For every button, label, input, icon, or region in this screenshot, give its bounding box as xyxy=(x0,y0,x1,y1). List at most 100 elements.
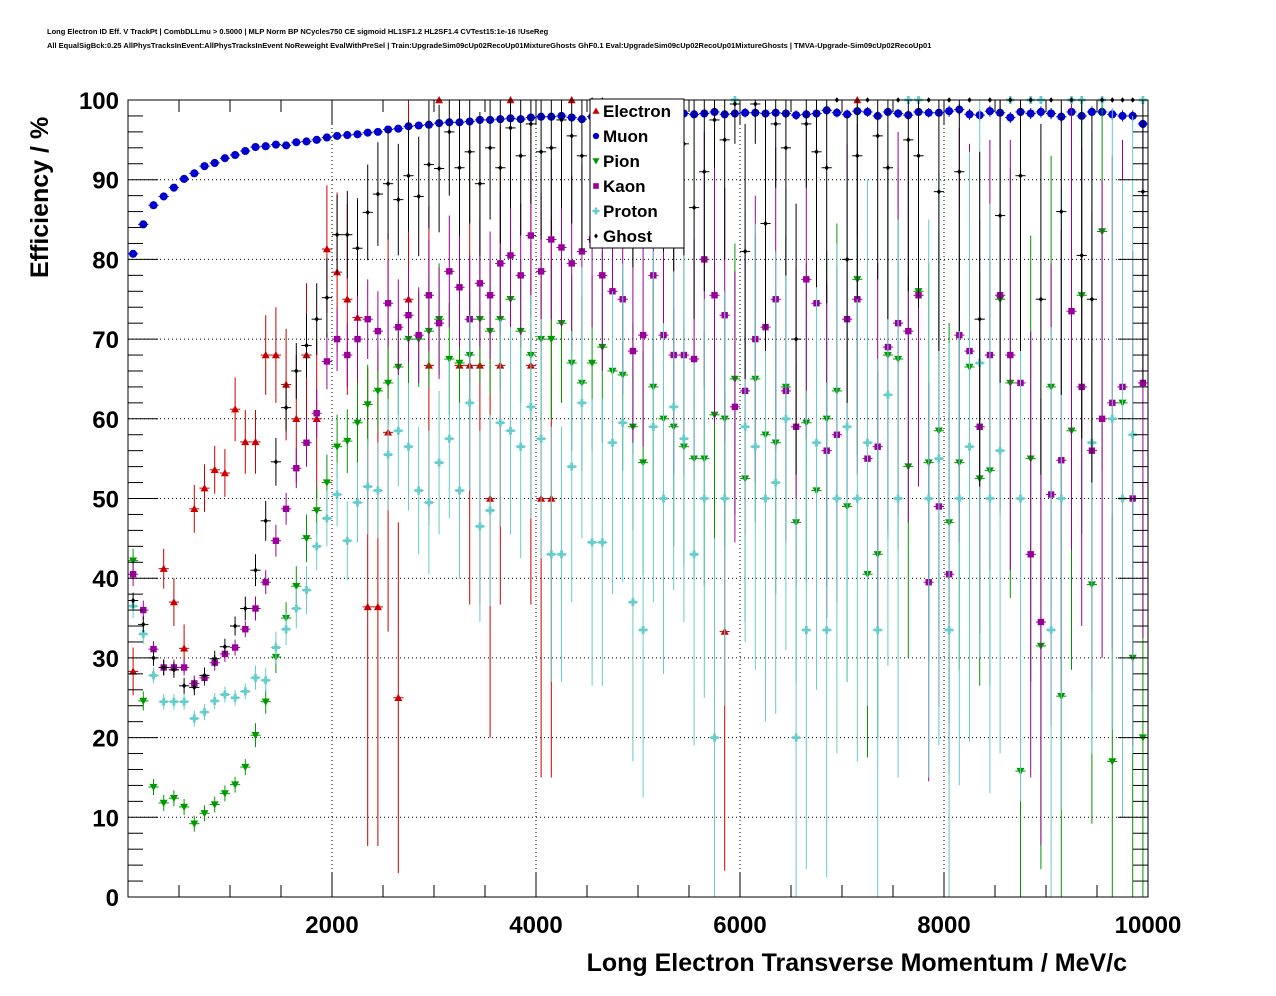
electron-point xyxy=(343,295,352,303)
proton-point xyxy=(751,442,760,451)
electron-point xyxy=(190,504,199,513)
proton-point xyxy=(1108,414,1117,423)
kaon-point xyxy=(1068,308,1075,315)
kaon-point xyxy=(527,232,535,239)
proton-point xyxy=(404,442,413,451)
ghost-point xyxy=(579,152,585,159)
muon-point xyxy=(1118,111,1127,120)
pion-point xyxy=(180,803,189,811)
muon-point xyxy=(169,183,178,192)
proton-point xyxy=(628,598,637,607)
pion-point xyxy=(312,507,321,515)
pion-point xyxy=(139,697,148,705)
proton-point xyxy=(486,506,495,515)
electron-point xyxy=(129,667,138,675)
proton-point xyxy=(424,498,433,507)
y-tick-label: 80 xyxy=(92,247,119,274)
proton-point xyxy=(302,586,311,595)
legend-entry-proton: Proton xyxy=(592,202,658,221)
proton-point xyxy=(781,414,790,423)
proton-point xyxy=(883,390,892,399)
kaon-point xyxy=(405,311,412,319)
pion-point xyxy=(129,557,138,565)
pion-point xyxy=(353,419,362,427)
ghost-point xyxy=(773,121,778,127)
electron-point xyxy=(261,351,270,359)
proton-point xyxy=(761,494,770,503)
ghost-point xyxy=(804,121,809,127)
pion-point xyxy=(547,335,556,344)
proton-point xyxy=(271,643,280,652)
ghost-point xyxy=(192,684,197,691)
proton-point xyxy=(955,494,964,503)
ghost-point xyxy=(161,664,166,671)
pion-point xyxy=(363,401,372,409)
ghost-point xyxy=(385,180,391,187)
pion-point xyxy=(322,479,331,487)
muon-point xyxy=(251,142,260,152)
muon-point xyxy=(832,108,841,117)
ghost-point xyxy=(334,231,340,238)
muon-point xyxy=(322,133,331,142)
kaon-point xyxy=(395,323,402,331)
muon-point xyxy=(985,107,994,116)
proton-point xyxy=(322,514,331,523)
ghost-point xyxy=(763,220,768,227)
kaon-point xyxy=(303,439,310,446)
pion-point xyxy=(169,794,178,803)
proton-point xyxy=(873,626,882,635)
proton-point xyxy=(965,442,974,451)
pion-point xyxy=(1108,758,1117,766)
muon-point xyxy=(1026,109,1035,118)
kaon-point xyxy=(252,605,259,612)
proton-point xyxy=(292,604,301,613)
legend-box xyxy=(589,98,685,249)
proton-point xyxy=(363,482,372,491)
ghost-point xyxy=(732,101,738,107)
kaon-point xyxy=(517,272,524,279)
proton-point xyxy=(853,494,862,503)
proton-point xyxy=(475,522,484,531)
muon-point xyxy=(302,137,311,146)
kaon-point xyxy=(476,280,484,287)
kaon-point xyxy=(1037,618,1045,626)
muon-point xyxy=(843,110,852,119)
proton-point xyxy=(139,629,148,638)
proton-point xyxy=(934,454,943,463)
proton-point xyxy=(659,494,668,503)
kaon-point xyxy=(905,327,912,335)
ghost-point xyxy=(936,188,942,195)
y-tick-label: 10 xyxy=(92,805,119,832)
electron-point xyxy=(363,602,372,611)
muon-point xyxy=(945,107,954,116)
proton-point xyxy=(210,696,219,705)
proton-point xyxy=(894,494,903,503)
electron-point xyxy=(220,468,229,477)
legend-marker-electron-icon xyxy=(592,107,600,114)
proton-point xyxy=(241,687,250,696)
pion-point xyxy=(159,799,168,807)
legend-entry-muon: Muon xyxy=(592,127,648,146)
pion-point xyxy=(302,535,311,543)
proton-point xyxy=(1016,494,1025,503)
muon-point xyxy=(333,131,342,140)
muon-point xyxy=(139,220,148,229)
kaon-point xyxy=(446,268,453,275)
proton-point xyxy=(1047,626,1056,635)
ghost-point xyxy=(416,193,421,200)
muon-point xyxy=(190,169,199,178)
kaon-point xyxy=(242,626,249,633)
series-electron xyxy=(128,96,863,874)
ghost-point xyxy=(793,336,799,342)
electron-point xyxy=(292,414,301,422)
proton-point xyxy=(710,733,719,742)
y-tick-label: 20 xyxy=(92,726,119,753)
ghost-point xyxy=(885,164,891,171)
ghost-point xyxy=(753,101,758,107)
kaon-point xyxy=(344,351,351,359)
kaon-point xyxy=(537,268,545,275)
ghost-point xyxy=(691,204,697,211)
y-tick-label: 70 xyxy=(92,327,119,354)
muon-point xyxy=(1047,109,1056,118)
legend-marker-kaon-icon xyxy=(593,183,599,189)
